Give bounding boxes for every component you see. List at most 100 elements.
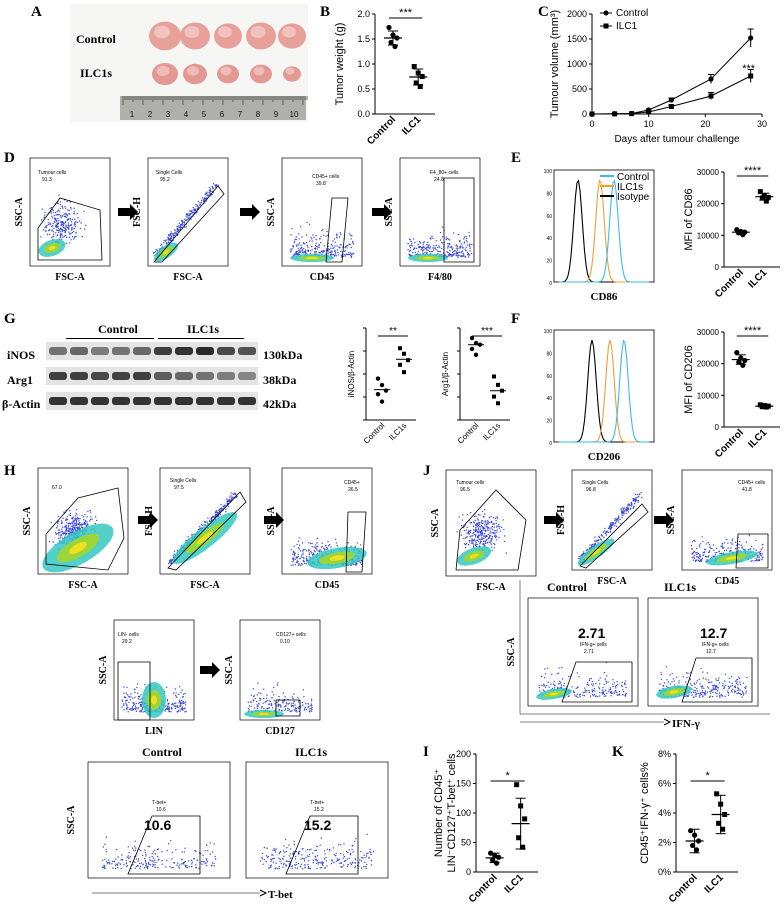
event-dot (590, 677, 592, 680)
event-dot (285, 864, 287, 866)
event-dot (177, 866, 180, 868)
event-dot (689, 678, 691, 680)
event-dot (128, 696, 130, 698)
event-dot (413, 238, 415, 240)
event-dot (342, 255, 345, 257)
event-dot (345, 850, 348, 853)
event-dot (62, 223, 64, 226)
event-dot (579, 696, 581, 698)
event-dot (296, 250, 298, 252)
event-dot (308, 855, 310, 858)
y-axis-label: MFI of CD206 (683, 345, 695, 413)
event-dot (263, 707, 265, 710)
event-dot (750, 560, 752, 562)
event-dot (66, 215, 68, 217)
event-dot (73, 207, 75, 209)
data-point-control (379, 382, 385, 388)
event-dot (293, 843, 295, 846)
event-dot (225, 511, 227, 513)
event-dot (344, 255, 347, 257)
event-dot (296, 253, 298, 256)
event-dot (298, 562, 300, 565)
event-dot (179, 864, 181, 866)
event-dot (186, 867, 189, 869)
event-dot (604, 689, 607, 691)
event-dot (622, 694, 624, 696)
event-dot (188, 214, 190, 216)
event-dot (731, 538, 734, 540)
event-dot (745, 541, 748, 543)
event-dot (420, 248, 422, 251)
event-dot (723, 687, 726, 689)
event-dot (476, 531, 479, 533)
event-dot (60, 227, 62, 230)
y-tick-label: 20000 (697, 360, 720, 369)
event-dot (598, 679, 600, 681)
event-dot (497, 525, 499, 527)
blot-row-inos: iNOS (7, 348, 36, 362)
event-dot (63, 227, 65, 229)
event-dot (61, 528, 63, 530)
event-dot (161, 243, 163, 245)
event-dot (480, 541, 482, 543)
event-dot (298, 544, 301, 546)
event-dot (137, 860, 139, 862)
event-dot (289, 857, 292, 859)
event-dot (137, 692, 139, 694)
event-dot (761, 553, 763, 555)
event-dot (248, 705, 251, 707)
event-dot (325, 253, 327, 255)
event-dot (51, 217, 54, 219)
event-dot (283, 845, 285, 847)
event-dot (140, 701, 142, 703)
event-dot (179, 867, 181, 869)
data-point-control (375, 392, 381, 397)
x-axis-label: FSC-A (68, 580, 98, 591)
event-dot (228, 499, 230, 501)
event-dot (206, 865, 208, 867)
event-dot (273, 686, 275, 689)
event-dot (468, 254, 470, 256)
event-dot (707, 551, 710, 554)
y-tick-label: 0.0 (357, 109, 370, 119)
event-dot (709, 547, 712, 549)
event-dot (327, 541, 329, 543)
event-dot (505, 552, 507, 554)
event-dot (305, 234, 308, 236)
event-dot (155, 861, 157, 864)
event-dot (612, 685, 614, 688)
event-dot (84, 523, 87, 525)
event-dot (598, 688, 601, 690)
event-dot (463, 242, 465, 244)
event-dot (316, 248, 318, 250)
event-dot (46, 224, 48, 226)
event-dot (696, 559, 698, 561)
event-dot (577, 686, 579, 688)
event-dot (433, 245, 435, 247)
tumour-highlight (285, 67, 295, 75)
event-dot (76, 527, 79, 529)
event-dot (482, 529, 485, 531)
event-dot (68, 236, 71, 239)
event-dot (475, 523, 477, 526)
event-dot (598, 686, 600, 688)
event-dot (722, 682, 724, 685)
event-dot (69, 225, 71, 227)
event-dot (60, 535, 62, 537)
event-dot (295, 253, 297, 256)
gate-percent: 26.5 (348, 487, 358, 493)
event-dot (564, 696, 566, 698)
event-dot (134, 691, 136, 694)
event-dot (55, 226, 58, 228)
event-dot (485, 520, 487, 522)
event-dot (91, 518, 93, 520)
event-dot (295, 236, 297, 238)
event-dot (538, 684, 540, 686)
event-dot (539, 690, 541, 692)
event-dot (201, 524, 204, 527)
event-dot (451, 251, 454, 254)
gate-percent: 39.8 (316, 181, 326, 187)
event-dot (125, 702, 127, 704)
event-dot (411, 243, 413, 245)
y-axis-label: SSC-A (22, 506, 33, 536)
